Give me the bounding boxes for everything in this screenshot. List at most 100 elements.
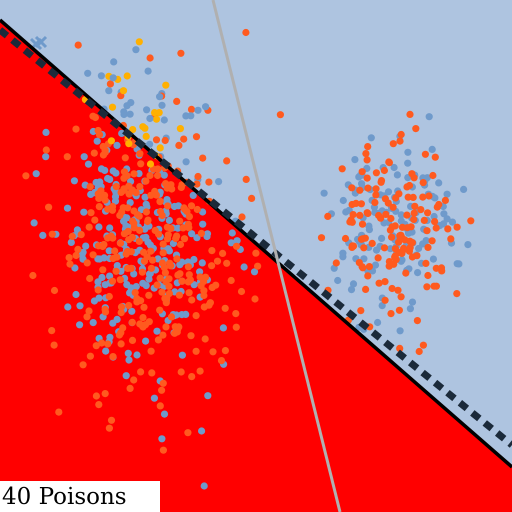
data-point (117, 309, 125, 317)
data-point (384, 199, 392, 207)
data-point (201, 335, 209, 343)
data-point (199, 220, 207, 228)
data-point (156, 402, 164, 410)
data-point (156, 144, 164, 152)
data-point (138, 268, 146, 276)
data-point (435, 200, 443, 209)
data-point (363, 156, 371, 164)
data-point (105, 292, 113, 301)
data-point (92, 342, 100, 350)
data-point (356, 211, 364, 219)
data-point (193, 180, 201, 188)
data-point (129, 126, 137, 134)
data-point (123, 72, 131, 80)
data-point (133, 351, 141, 359)
data-point (408, 170, 416, 178)
data-point (223, 259, 231, 267)
data-point (173, 232, 181, 240)
data-point (65, 254, 73, 262)
data-point (410, 209, 418, 217)
data-point (113, 253, 121, 261)
data-point (156, 306, 164, 314)
data-point (29, 271, 37, 280)
data-point (148, 369, 156, 377)
data-point (349, 242, 358, 250)
data-point (227, 276, 235, 285)
data-point (177, 49, 185, 57)
data-point (372, 169, 380, 177)
data-point (237, 287, 246, 296)
data-point (221, 347, 229, 355)
data-point (367, 134, 375, 142)
data-point (125, 140, 133, 148)
data-point (227, 239, 235, 247)
data-point (71, 264, 79, 272)
data-point (402, 269, 410, 277)
data-point (163, 295, 171, 303)
data-point (338, 165, 346, 173)
data-point (439, 220, 448, 228)
data-point (332, 259, 340, 267)
data-point (63, 153, 71, 161)
data-point (147, 264, 155, 272)
data-point (440, 210, 448, 218)
data-point (126, 384, 134, 392)
data-point (160, 116, 168, 124)
data-point (375, 211, 383, 220)
data-point (392, 194, 400, 202)
data-point (112, 183, 120, 191)
data-point (123, 281, 131, 289)
data-point (431, 218, 439, 226)
data-point (97, 72, 105, 80)
data-point (170, 202, 178, 211)
data-point (77, 231, 85, 239)
data-point (339, 253, 347, 261)
data-point (140, 257, 149, 265)
data-point (388, 223, 396, 231)
data-point (118, 129, 126, 137)
data-point (364, 143, 372, 151)
data-point (142, 337, 150, 345)
data-point (425, 192, 433, 200)
data-point (177, 183, 185, 191)
data-point (72, 251, 80, 260)
data-point (144, 216, 152, 224)
data-point (126, 110, 134, 118)
data-point (453, 290, 461, 298)
data-point (204, 392, 212, 400)
data-point (196, 273, 204, 281)
data-point (32, 170, 40, 178)
data-point (342, 208, 350, 216)
data-point (178, 311, 186, 319)
data-point (163, 196, 171, 204)
data-point (176, 125, 184, 133)
data-point (91, 216, 99, 224)
data-point (94, 126, 102, 135)
data-point (362, 285, 370, 293)
data-point (413, 317, 421, 325)
data-point (101, 281, 109, 289)
data-point (405, 247, 413, 255)
data-point (165, 282, 173, 290)
data-point (142, 233, 150, 241)
data-point (453, 223, 461, 231)
data-point (64, 303, 72, 311)
data-point (187, 112, 195, 120)
data-point (156, 198, 164, 206)
data-point (324, 212, 332, 220)
data-point (215, 178, 223, 186)
data-point (72, 125, 80, 133)
data-points (22, 28, 475, 490)
data-point (202, 103, 210, 111)
data-point (158, 259, 166, 267)
data-point (363, 174, 371, 182)
data-point (251, 295, 259, 303)
data-point (167, 224, 175, 232)
data-point (94, 278, 102, 286)
data-point (349, 280, 358, 288)
data-point (175, 291, 183, 299)
data-point (105, 424, 113, 432)
data-point (101, 305, 109, 314)
data-point (403, 211, 411, 219)
data-point (130, 270, 138, 278)
